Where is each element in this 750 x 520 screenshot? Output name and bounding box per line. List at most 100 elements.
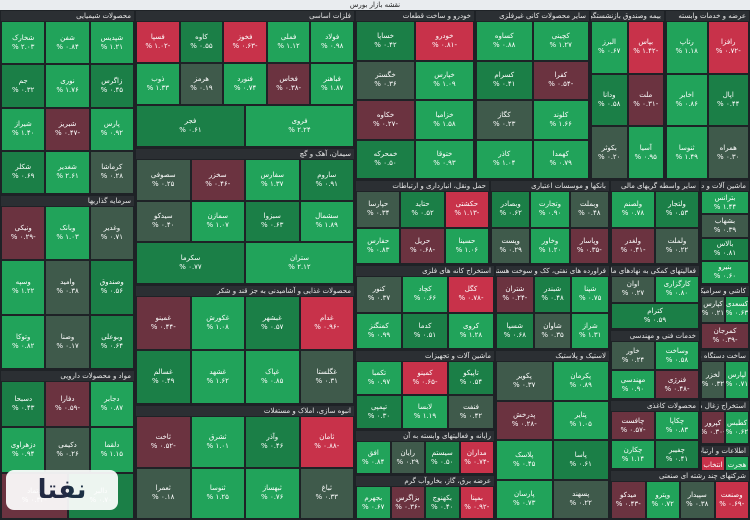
stock-tile[interactable]: حفارس ۰.۸۳ % (356, 227, 401, 264)
stock-tile[interactable]: وپترو ۰.۷۲ % (645, 481, 680, 519)
stock-tile[interactable]: پاسا ۰.۶۱ % (552, 440, 609, 480)
stock-tile[interactable]: افق ۰.۸۴ % (356, 441, 391, 474)
stock-tile[interactable]: همراه ۰.۳۰ % (707, 126, 749, 179)
stock-tile[interactable]: لابسا ۱.۱۹ % (402, 395, 448, 429)
stock-tile[interactable]: کترام ۰.۵۹ % (611, 302, 699, 329)
stock-tile[interactable]: کمینو -۰.۶۵ % (402, 361, 448, 395)
stock-tile[interactable]: شفن ۰.۸۴ % (45, 21, 90, 65)
stock-tile[interactable]: وساخت ۰.۵۸ % (655, 341, 699, 370)
stock-tile[interactable]: خمحرکه ۰.۵۰ % (356, 139, 415, 179)
stock-tile[interactable]: چکاپا ۰.۸۳ % (655, 411, 699, 440)
stock-tile[interactable]: بالاس ۰.۸۱ % (701, 237, 749, 261)
stock-tile[interactable]: کمرجان -۰.۳۹ % (701, 322, 749, 349)
stock-tile[interactable]: میدکو -۰.۴۳ % (611, 481, 646, 519)
stock-tile[interactable]: شسپا ۰.۶۸ % (496, 312, 534, 349)
stock-tile[interactable]: پکرمان ۰.۸۹ % (552, 361, 609, 401)
stock-tile[interactable]: ثاخت -۰.۵۲ % (136, 416, 191, 468)
stock-tile[interactable]: ونیکی -۰.۲۹ % (1, 206, 46, 261)
stock-tile[interactable]: تکمبا ۰.۹۷ % (356, 361, 402, 395)
stock-tile[interactable]: ثبهساز ۰.۷۶ % (245, 467, 300, 519)
stock-tile[interactable]: غبشهر ۰.۵۷ % (245, 296, 300, 350)
stock-tile[interactable]: تپمپی ۰.۳۰ % (356, 395, 402, 429)
stock-tile[interactable]: خزامیا ۱.۵۸ % (415, 100, 474, 140)
stock-tile[interactable]: پلاسک ۰.۴۵ % (496, 440, 553, 480)
stock-tile[interactable]: کاذر ۱.۰۴ % (476, 139, 533, 179)
stock-tile[interactable]: فباهنر ۱.۸۷ % (310, 63, 354, 105)
stock-tile[interactable]: وبملت ۰.۴۸ % (569, 191, 609, 228)
stock-tile[interactable]: پارس ۰.۹۲ % (89, 107, 134, 151)
stock-tile[interactable]: حسینا ۱.۰۶ % (444, 227, 489, 264)
stock-tile[interactable]: سکرما ۰.۷۷ % (136, 242, 245, 284)
stock-tile[interactable]: بترانس ۱.۴۴ % (701, 191, 749, 215)
stock-tile[interactable]: غشهد ۱.۶۲ % (190, 350, 245, 404)
stock-tile[interactable]: وغدیر ۰.۷۱ % (89, 206, 134, 261)
stock-tile[interactable]: غسالم ۰.۴۹ % (136, 350, 191, 404)
stock-tile[interactable]: سمازن ۱.۰۷ % (190, 200, 245, 243)
stock-tile[interactable]: دکیمی ۰.۲۶ % (45, 427, 90, 473)
stock-tile[interactable]: چکارن ۱.۱۴ % (611, 440, 655, 469)
stock-tile[interactable]: وصنعت -۰.۶۹ % (714, 481, 749, 519)
stock-tile[interactable]: ختوقا ۰.۹۳ % (415, 139, 474, 179)
stock-tile[interactable]: سفارس ۱.۳۷ % (245, 159, 300, 201)
stock-tile[interactable]: فجر ۰.۶۱ % (136, 105, 245, 147)
stock-tile[interactable]: وپاسار -۰.۳۵ % (569, 227, 609, 264)
stock-tile[interactable]: خساپا ۰.۴۲ % (356, 21, 415, 61)
stock-tile[interactable]: کگاز ۰.۲۳ % (476, 100, 533, 140)
stock-tile[interactable]: فولاد ۰.۹۸ % (310, 21, 354, 63)
stock-tile[interactable]: شتران -۰.۲۴ % (496, 276, 534, 313)
stock-tile[interactable]: سصوفی ۰.۲۵ % (136, 159, 191, 201)
stock-tile[interactable]: غکورش ۱.۰۸ % (190, 296, 245, 350)
stock-tile[interactable]: رایان ۰.۲۹ % (390, 441, 425, 474)
stock-tile[interactable]: خکاوه -۰.۲۷ % (356, 100, 415, 140)
stock-tile[interactable]: ولغدر -۰.۴۱ % (611, 227, 655, 264)
stock-tile[interactable]: کفرا -۰.۵۴ % (532, 60, 589, 100)
stock-tile[interactable]: مداران -۰.۷۴ % (459, 441, 494, 474)
stock-tile[interactable]: کدما ۰.۵۱ % (402, 312, 448, 349)
stock-tile[interactable]: دلقما ۱.۱۵ % (89, 427, 134, 473)
stock-tile[interactable]: شراز ۱.۳۱ % (571, 312, 609, 349)
stock-tile[interactable]: وبصادر ۰.۶۲ % (491, 191, 531, 228)
stock-tile[interactable]: سشمال ۱.۸۹ % (299, 200, 354, 243)
stock-tile[interactable]: وبانک ۱.۰۳ % (45, 206, 90, 261)
stock-tile[interactable]: فخاس -۰.۳۸ % (266, 63, 311, 105)
stock-tile[interactable]: غدام -۰.۹۶ % (299, 296, 354, 350)
stock-tile[interactable]: وسپه ۱.۲۲ % (1, 260, 46, 315)
stock-tile[interactable]: جم ۰.۳۲ % (1, 64, 46, 108)
stock-tile[interactable]: پکویر ۰.۳۷ % (496, 361, 553, 401)
stock-tile[interactable]: شخارک ۲.۰۳ % (1, 21, 46, 65)
stock-tile[interactable]: هرمز ۰.۱۹ % (179, 63, 224, 105)
stock-tile[interactable]: شبریز -۰.۴۷ % (45, 107, 90, 151)
stock-tile[interactable]: وصنا ۰.۱۷ % (45, 314, 90, 369)
stock-tile[interactable]: پارسان ۰.۷۳ % (496, 479, 553, 519)
stock-tile[interactable]: شپدیس ۱.۲۱ % (89, 21, 134, 65)
stock-tile[interactable]: وصندوق ۰.۵۶ % (89, 260, 134, 315)
stock-tile[interactable]: وامید ۰.۳۸ % (45, 260, 90, 315)
stock-tile[interactable]: ثامان -۰.۸۸ % (299, 416, 354, 468)
stock-tile[interactable]: کرماشا ۰.۲۸ % (89, 150, 134, 194)
stock-tile[interactable]: فملی ۱.۱۲ % (266, 21, 311, 63)
stock-tile[interactable]: بمپنا -۰.۹۲ % (459, 486, 494, 519)
stock-tile[interactable]: بنیرو ۰.۶۰ % (701, 260, 749, 284)
stock-tile[interactable]: آسیا ۰.۹۵ % (627, 126, 664, 179)
stock-tile[interactable]: شیراز ۱.۴۰ % (1, 107, 46, 151)
stock-tile[interactable]: وتجارت ۰.۹۰ % (530, 191, 570, 228)
stock-tile[interactable]: رتاپ ۱.۱۸ % (666, 21, 708, 74)
stock-tile[interactable]: کچینی ۱.۲۷ % (532, 21, 589, 61)
stock-tile[interactable]: وخاور ۱.۲۰ % (530, 227, 570, 264)
stock-tile[interactable]: شاوان ۰.۳۵ % (533, 312, 572, 349)
stock-tile[interactable]: چافست -۰.۵۷ % (611, 411, 655, 440)
stock-tile[interactable]: ثباغ ۰.۳۳ % (299, 467, 354, 519)
stock-tile[interactable]: کهمدا ۰.۷۹ % (532, 139, 589, 179)
stock-tile[interactable]: سیستم ۰.۵۰ % (425, 441, 460, 474)
stock-tile[interactable]: کنور ۰.۳۷ % (356, 276, 402, 313)
stock-tile[interactable]: غپاک ۰.۸۵ % (245, 350, 300, 404)
stock-tile[interactable]: بکوثر ۰.۲۰ % (591, 126, 628, 179)
stock-tile[interactable]: فخوز -۰.۶۳ % (223, 21, 267, 63)
stock-tile[interactable]: لخزر ۰.۳۲ % (701, 361, 725, 399)
stock-tile[interactable]: کمنگنز ۰.۹۹ % (356, 312, 402, 349)
stock-tile[interactable]: فنورد ۰.۷۴ % (223, 63, 267, 105)
stock-tile[interactable]: مهندسی ۰.۹۰ % (611, 370, 655, 399)
stock-tile[interactable]: شپنا ۰.۷۵ % (571, 276, 609, 313)
stock-tile[interactable]: وپست ۰.۲۹ % (491, 227, 531, 264)
stock-tile[interactable]: چفیبر ۰.۴۱ % (655, 440, 699, 469)
